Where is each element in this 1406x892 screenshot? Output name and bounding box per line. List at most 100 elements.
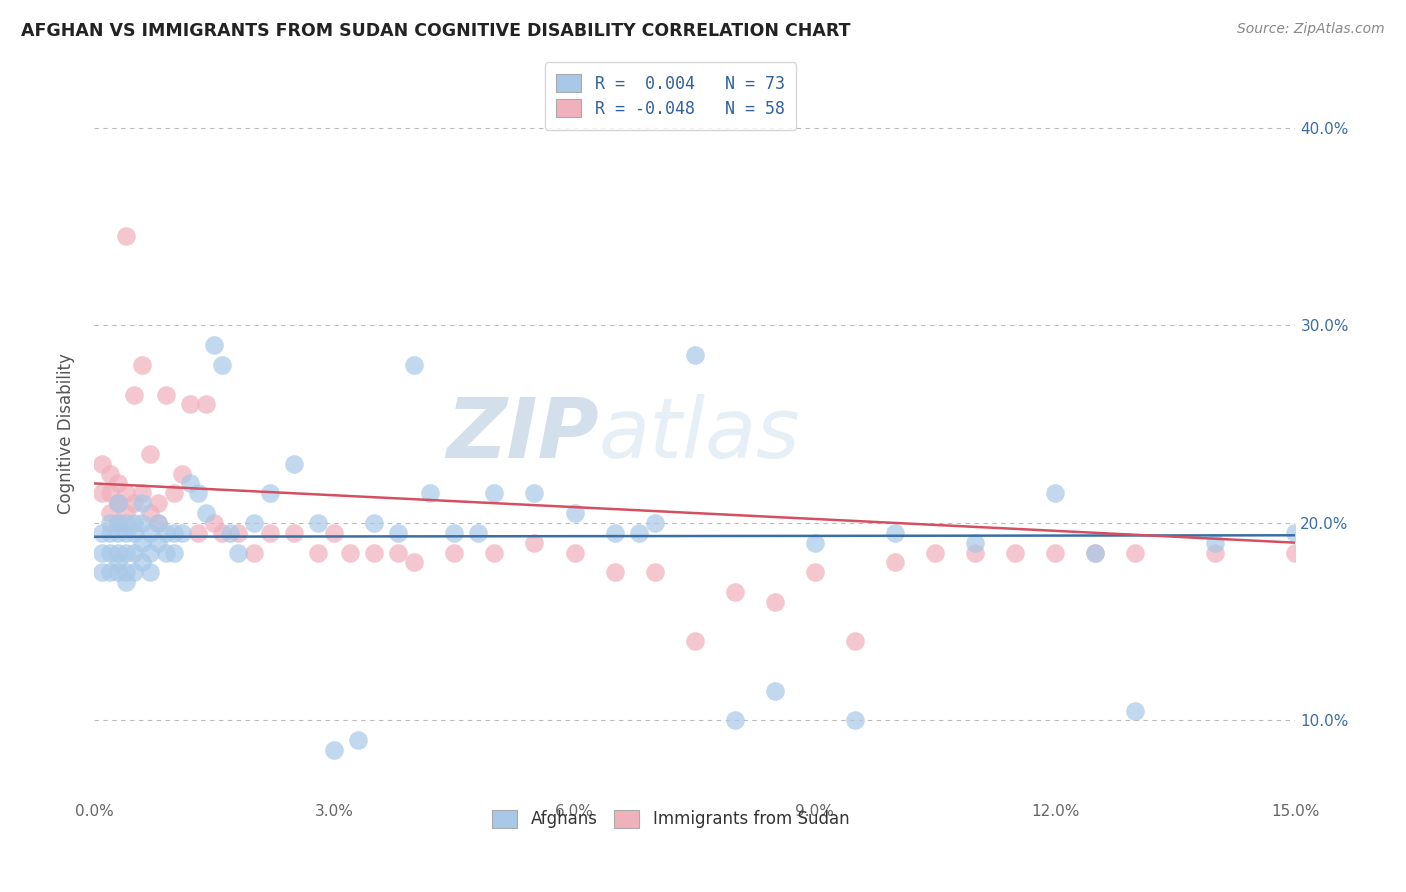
Point	[107, 496, 129, 510]
Point	[219, 525, 242, 540]
Point	[363, 545, 385, 559]
Point	[115, 575, 138, 590]
Point	[404, 556, 426, 570]
Point	[179, 397, 201, 411]
Point	[91, 457, 114, 471]
Point	[363, 516, 385, 530]
Point	[139, 525, 162, 540]
Point	[187, 525, 209, 540]
Point	[115, 545, 138, 559]
Point	[804, 566, 827, 580]
Text: atlas: atlas	[599, 393, 800, 475]
Point	[163, 525, 186, 540]
Point	[1084, 545, 1107, 559]
Point	[283, 457, 305, 471]
Point	[170, 467, 193, 481]
Point	[564, 545, 586, 559]
Point	[283, 525, 305, 540]
Point	[115, 566, 138, 580]
Point	[131, 516, 153, 530]
Point	[98, 525, 121, 540]
Point	[323, 525, 346, 540]
Point	[387, 545, 409, 559]
Point	[1204, 535, 1226, 549]
Point	[202, 338, 225, 352]
Point	[98, 486, 121, 500]
Point	[107, 496, 129, 510]
Point	[1043, 545, 1066, 559]
Point	[163, 486, 186, 500]
Point	[419, 486, 441, 500]
Point	[146, 535, 169, 549]
Point	[107, 545, 129, 559]
Point	[91, 566, 114, 580]
Point	[107, 556, 129, 570]
Point	[122, 525, 145, 540]
Point	[443, 545, 465, 559]
Point	[763, 684, 786, 698]
Point	[307, 545, 329, 559]
Point	[98, 566, 121, 580]
Point	[122, 496, 145, 510]
Point	[347, 733, 370, 747]
Point	[603, 566, 626, 580]
Point	[131, 496, 153, 510]
Point	[131, 358, 153, 372]
Point	[195, 397, 218, 411]
Point	[107, 496, 129, 510]
Point	[226, 545, 249, 559]
Point	[91, 545, 114, 559]
Point	[804, 535, 827, 549]
Point	[91, 525, 114, 540]
Point	[139, 447, 162, 461]
Point	[202, 516, 225, 530]
Text: ZIP: ZIP	[446, 393, 599, 475]
Point	[115, 506, 138, 520]
Point	[644, 566, 666, 580]
Point	[115, 525, 138, 540]
Point	[179, 476, 201, 491]
Point	[963, 535, 986, 549]
Point	[467, 525, 489, 540]
Point	[724, 585, 747, 599]
Point	[131, 556, 153, 570]
Point	[1123, 704, 1146, 718]
Point	[884, 525, 907, 540]
Point	[1284, 525, 1306, 540]
Point	[211, 525, 233, 540]
Point	[603, 525, 626, 540]
Point	[226, 525, 249, 540]
Point	[844, 634, 866, 648]
Text: AFGHAN VS IMMIGRANTS FROM SUDAN COGNITIVE DISABILITY CORRELATION CHART: AFGHAN VS IMMIGRANTS FROM SUDAN COGNITIV…	[21, 22, 851, 40]
Point	[107, 476, 129, 491]
Point	[523, 486, 546, 500]
Point	[146, 516, 169, 530]
Point	[963, 545, 986, 559]
Point	[107, 516, 129, 530]
Point	[523, 535, 546, 549]
Point	[1123, 545, 1146, 559]
Legend: Afghans, Immigrants from Sudan: Afghans, Immigrants from Sudan	[485, 803, 856, 835]
Point	[404, 358, 426, 372]
Point	[122, 566, 145, 580]
Point	[243, 545, 266, 559]
Point	[195, 506, 218, 520]
Point	[844, 714, 866, 728]
Point	[1004, 545, 1026, 559]
Point	[884, 556, 907, 570]
Point	[98, 516, 121, 530]
Point	[98, 467, 121, 481]
Point	[146, 496, 169, 510]
Point	[387, 525, 409, 540]
Point	[724, 714, 747, 728]
Point	[98, 545, 121, 559]
Text: Source: ZipAtlas.com: Source: ZipAtlas.com	[1237, 22, 1385, 37]
Point	[155, 545, 177, 559]
Point	[139, 545, 162, 559]
Point	[187, 486, 209, 500]
Point	[259, 525, 281, 540]
Point	[484, 545, 506, 559]
Point	[139, 566, 162, 580]
Point	[107, 525, 129, 540]
Point	[307, 516, 329, 530]
